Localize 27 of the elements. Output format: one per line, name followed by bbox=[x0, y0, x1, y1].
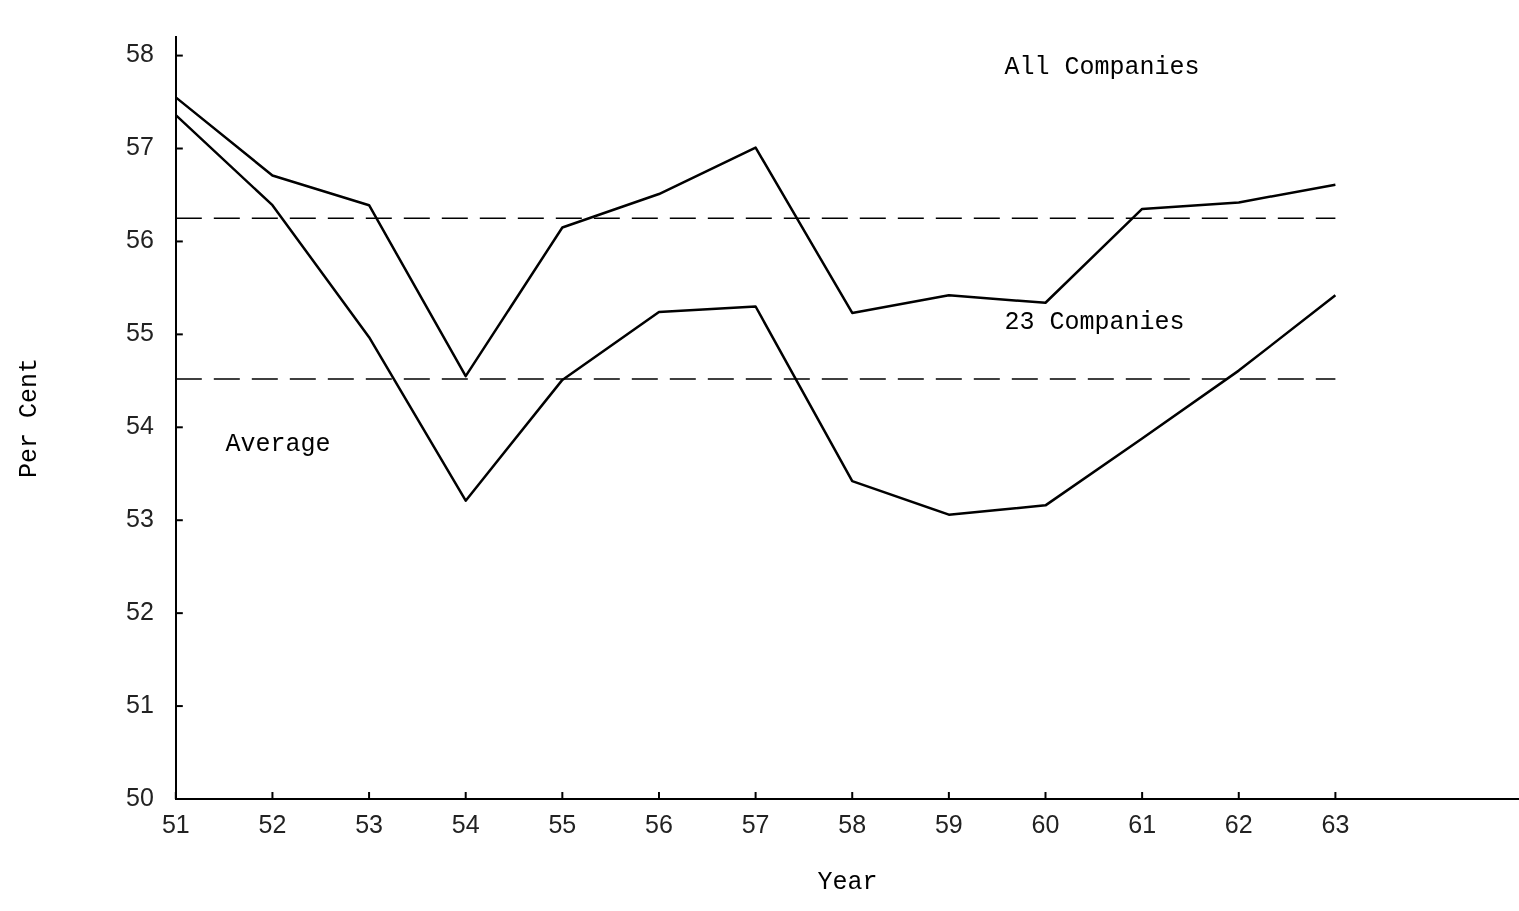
x-tick-label: 57 bbox=[741, 809, 770, 838]
y-tick-label: 54 bbox=[126, 411, 154, 440]
annotation: All Companies bbox=[1004, 53, 1200, 83]
x-tick-label: 59 bbox=[934, 809, 963, 838]
x-tick-label: 51 bbox=[161, 809, 190, 838]
x-tick-label: 62 bbox=[1224, 809, 1253, 838]
y-tick-label: 51 bbox=[126, 689, 154, 718]
y-tick-label: 50 bbox=[126, 782, 154, 811]
annotation: 23 Companies bbox=[1004, 308, 1185, 338]
y-tick-label: 57 bbox=[126, 132, 154, 161]
x-tick-label: 60 bbox=[1031, 809, 1060, 838]
y-tick-label: 52 bbox=[126, 597, 154, 626]
x-tick-label: 63 bbox=[1321, 809, 1350, 838]
y-tick-label: 55 bbox=[126, 318, 154, 347]
y-tick-label: 58 bbox=[126, 39, 154, 68]
x-tick-label: 52 bbox=[258, 809, 287, 838]
x-tick-label: 53 bbox=[355, 809, 383, 838]
x-tick-label: 58 bbox=[838, 809, 867, 838]
x-tick-label: 56 bbox=[645, 809, 673, 838]
x-axis-title: Year bbox=[817, 867, 878, 897]
x-tick-label: 54 bbox=[451, 809, 480, 838]
y-tick-label: 53 bbox=[126, 504, 154, 533]
y-tick-label: 56 bbox=[126, 225, 154, 254]
annotation: Average bbox=[225, 430, 331, 460]
y-axis-title: Per Cent bbox=[14, 357, 44, 479]
x-tick-label: 55 bbox=[548, 809, 577, 838]
x-tick-label: 61 bbox=[1128, 809, 1157, 838]
